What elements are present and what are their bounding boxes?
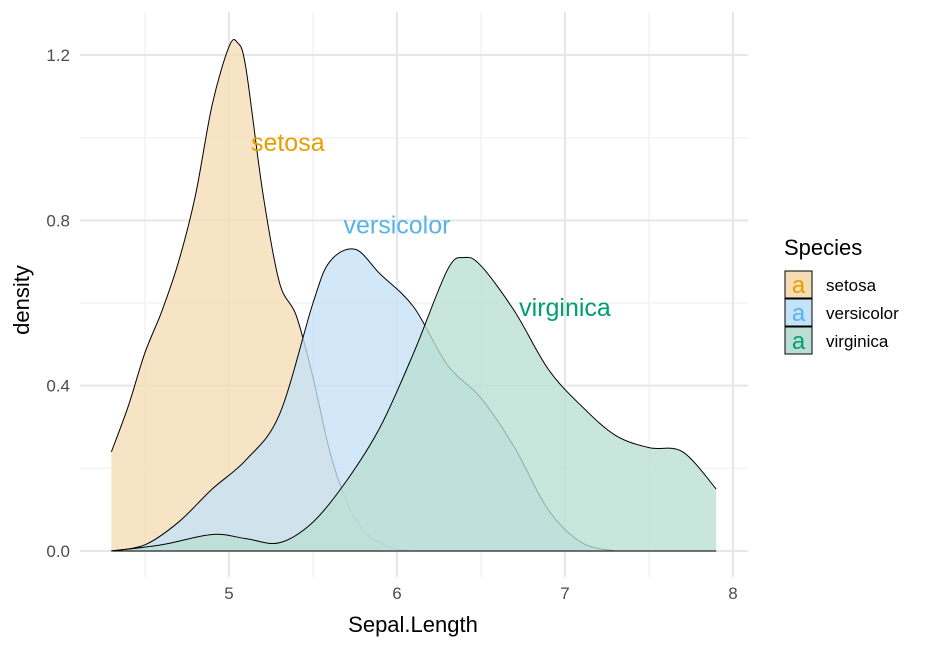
- series-label-setosa: setosa: [251, 129, 325, 157]
- density-line-virginica: [111, 256, 717, 552]
- legend-label-versicolor: versicolor: [826, 304, 899, 323]
- y-tick-label: 0.8: [46, 211, 70, 230]
- legend-key-setosa: [784, 270, 813, 299]
- series-labels: setosa versicolor virginica: [251, 129, 611, 322]
- legend-item-versicolor: a versicolor: [784, 298, 899, 327]
- y-tick-label: 1.2: [46, 46, 70, 65]
- legend: Species a setosa a versicolor a virginica: [784, 235, 899, 355]
- x-tick-label: 5: [224, 584, 233, 603]
- x-tick-label: 6: [392, 584, 401, 603]
- density-area-virginica: [111, 257, 717, 551]
- legend-key-virginica: [784, 326, 813, 355]
- density-area-setosa: [111, 39, 414, 551]
- x-tick-label: 7: [560, 584, 569, 603]
- legend-key-glyph: a: [792, 300, 806, 327]
- x-tick-label: 8: [728, 584, 737, 603]
- series-label-virginica: virginica: [519, 294, 611, 322]
- y-axis-ticks: 0.0 0.4 0.8 1.2: [46, 46, 70, 561]
- x-axis-title: Sepal.Length: [348, 612, 478, 637]
- series-label-versicolor: versicolor: [344, 211, 451, 239]
- legend-label-setosa: setosa: [826, 276, 877, 295]
- legend-key-glyph: a: [792, 328, 806, 355]
- legend-item-setosa: a setosa: [784, 270, 877, 299]
- y-axis-title: density: [9, 265, 34, 335]
- x-axis-ticks: 5 6 7 8: [224, 584, 737, 603]
- legend-label-virginica: virginica: [826, 332, 889, 351]
- legend-key-versicolor: [784, 298, 813, 327]
- legend-title: Species: [784, 235, 862, 260]
- density-areas: [110, 39, 717, 552]
- legend-key-glyph: a: [792, 272, 806, 299]
- y-tick-label: 0.0: [46, 542, 70, 561]
- legend-item-virginica: a virginica: [784, 326, 889, 355]
- legend-items: a setosa a versicolor a virginica: [784, 270, 899, 355]
- y-tick-label: 0.4: [46, 377, 70, 396]
